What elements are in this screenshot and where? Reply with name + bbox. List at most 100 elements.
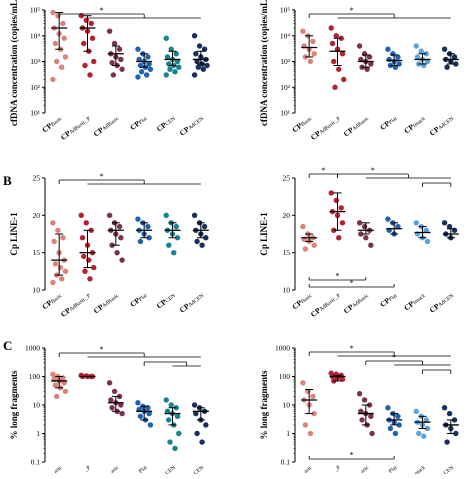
x-tick-label-subscript: Plat [138,116,149,126]
significance-star: * [350,451,354,460]
data-point [311,242,317,248]
x-tick-label: CPAdBasic [342,113,371,138]
data-point [300,28,306,34]
data-point [453,430,459,437]
data-point [363,235,369,241]
data-point [336,66,342,72]
data-point [310,393,316,400]
x-tick-label: CPAdCEN [428,113,455,137]
y-tick-label: 0.1 [31,458,41,467]
y-tick-label: 10⁵ [30,6,41,15]
data-point [203,422,209,428]
data-point [52,382,59,388]
data-point [200,66,207,72]
data-point [341,76,347,83]
data-point [311,51,317,57]
data-point [118,235,124,241]
data-point [135,74,141,80]
data-point [194,430,200,437]
data-point [201,46,208,52]
data-point [111,40,118,47]
data-point [413,43,419,49]
data-point [413,220,419,226]
data-point [199,439,205,445]
data-point [199,242,205,248]
x-tick-label-subscript: AdBasic [351,116,370,133]
x-tick-label: CPPlat [378,113,399,132]
data-point [109,405,115,411]
y-tick-label: 25 [283,174,291,183]
x-tick-label: asic [53,465,64,474]
x-tick-label-subscript: AdCEN [187,293,205,309]
data-point [50,371,56,377]
x-tick-label-subscript: asic [360,465,371,474]
data-point [395,413,401,420]
y-tick-label: 20 [33,211,41,220]
x-tick-label-subscript: Plat [388,293,399,303]
data-point [194,58,200,65]
data-point [441,405,448,411]
data-point [118,402,124,408]
x-tick-label-subscript: AdBasic [101,116,120,133]
data-point [109,59,115,66]
data-point [385,46,391,52]
x-tick-label: CPAdCEN [428,290,455,314]
data-point [333,33,339,39]
y-tick-label: 10⁵ [280,6,291,15]
data-point [145,223,151,230]
data-point [116,223,123,230]
data-point [62,268,69,275]
x-tick-label-subscript: AdCEN [437,116,455,132]
data-point [110,72,117,78]
data-point [176,64,182,70]
y-tick-label: 1 [286,429,290,438]
data-point [174,413,181,420]
x-tick-label: asic [360,465,371,474]
data-point [361,51,368,57]
significance-star: * [336,272,340,281]
chart-C-right: 0.1 1 10 100 1000 % long fragments asic _P asic P… [259,344,459,477]
data-point [194,238,200,245]
data-point [164,54,171,60]
data-point [174,235,181,241]
data-point [311,410,317,417]
data-point [356,43,363,49]
y-axis-label: cfDNA concentration (copies/mL) [259,0,269,126]
x-tick-label-subscript: CEN [164,293,176,305]
data-point [193,51,199,57]
data-point [176,430,182,437]
y-tick-label: 1 [36,429,40,438]
panel-label-b: B [3,173,12,188]
x-tick-label-subscript: AdBasic_P [319,293,342,313]
data-point [396,422,402,428]
x-tick-label: CPBasic [290,113,313,134]
data-point [369,430,375,437]
data-point [453,61,459,67]
data-point [386,56,392,63]
data-point [135,400,141,406]
x-tick-label: CPAdCEN [178,113,205,137]
x-tick-label: muck [413,465,427,474]
data-point [302,422,309,428]
x-tick-label-subscript: AdBasic [101,293,120,310]
data-point [119,66,125,72]
data-point [106,28,113,34]
x-tick-label-subscript: Imuck [412,293,427,307]
data-point [135,46,141,52]
data-point [191,212,198,219]
x-tick-label: CPAdBasic [92,290,121,315]
y-axis-label: Cp LINE-1 [9,212,19,256]
data-point [172,445,178,452]
data-point [414,54,421,60]
x-tick-label-subscript: _P [83,465,92,474]
data-point [58,64,65,70]
y-tick-label: 10² [30,83,41,92]
data-point [171,249,177,256]
data-point [361,397,368,403]
y-tick-label: 10 [33,401,41,410]
data-point [83,220,89,226]
data-point [332,84,338,90]
x-tick-label-subscript: Imuck [412,116,427,130]
data-point [52,261,59,267]
